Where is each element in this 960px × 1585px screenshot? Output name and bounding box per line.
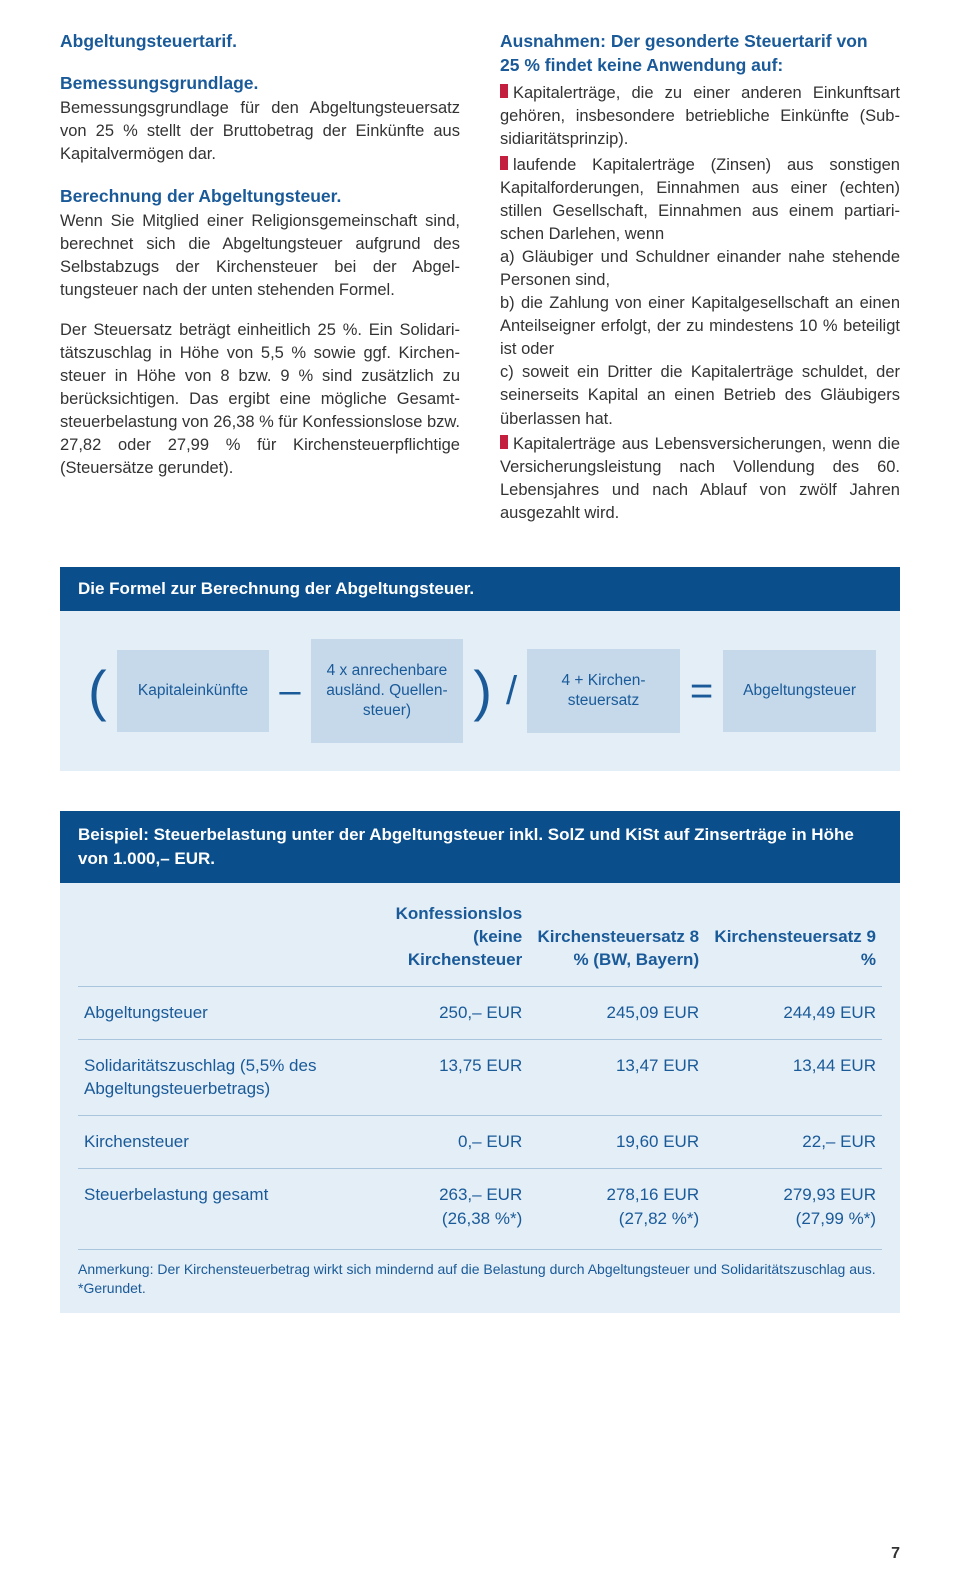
term-abgeltungsteuer: Abgeltungsteuer — [723, 650, 876, 732]
row-label-abgeltung: Abgeltungsteuer — [78, 986, 351, 1039]
cell: 245,09 EUR — [528, 986, 705, 1039]
bullet-2: laufende Kapitalerträge (Zinsen) aus son… — [500, 152, 900, 431]
right-column: Ausnahmen: Der gesonderte Steuertarif vo… — [500, 30, 900, 525]
cell-pct: (27,99 %*) — [796, 1209, 876, 1228]
heading-ausnahmen-l1: Ausnahmen: Der gesonderte Steuertarif vo… — [500, 31, 868, 51]
heading-berechnung: Berechnung der Abgeltungsteuer. — [60, 185, 460, 209]
term-kirchensteuersatz: 4 + Kirchen­steuersatz — [527, 649, 680, 733]
example-table: Konfessionslos (keine Kirchensteuer Kirc… — [78, 883, 882, 1245]
cell-val: 263,– EUR — [439, 1185, 522, 1204]
paren-close-icon: ) — [469, 663, 496, 719]
minus-icon: – — [275, 672, 304, 710]
cell-val: 279,93 EUR — [783, 1185, 876, 1204]
bullet-3-text: Kapitalerträge aus Lebensversicherungen,… — [500, 435, 900, 522]
table-row: Kirchensteuer 0,– EUR 19,60 EUR 22,– EUR — [78, 1116, 882, 1169]
table-row: Solidaritätszuschlag (5,5% des Abgeltung… — [78, 1039, 882, 1116]
page-number: 7 — [891, 1545, 900, 1563]
bullet-2-c: c) soweit ein Dritter die Kapitalerträge… — [500, 363, 900, 427]
cell: 244,49 EUR — [705, 986, 882, 1039]
formula-body: ( Kapitaleinkünfte – 4 x anrechenbare au… — [60, 611, 900, 771]
bullet-1: Kapitalerträge, die zu einer anderen Ein… — [500, 80, 900, 151]
table-row: Steuerbelastung gesamt 263,– EUR (26,38 … — [78, 1169, 882, 1245]
bullet-icon — [500, 435, 508, 449]
term-kapitaleinkuenfte: Kapitaleinkünfte — [117, 650, 270, 732]
example-title: Beispiel: Steuerbelastung unter der Abge… — [60, 811, 900, 883]
cell: 22,– EUR — [705, 1116, 882, 1169]
cell: 278,16 EUR (27,82 %*) — [528, 1169, 705, 1245]
bullet-2-b: b) die Zahlung von einer Kapitalgesellsc… — [500, 294, 900, 358]
th-konfessionslos: Konfessionslos (keine Kirchensteuer — [351, 883, 528, 986]
heading-ausnahmen-l2: 25 % findet keine Anwendung auf: — [500, 55, 783, 75]
para-berechnung-2: Der Steuersatz beträgt einheitlich 25 %.… — [60, 319, 460, 481]
equals-icon: = — [686, 671, 717, 711]
cell: 279,93 EUR (27,99 %*) — [705, 1169, 882, 1245]
paren-open-icon: ( — [84, 663, 111, 719]
left-column: Abgeltungsteuertarif. Bemessungsgrundlag… — [60, 30, 460, 525]
cell-pct: (27,82 %*) — [619, 1209, 699, 1228]
row-label-gesamt: Steuerbelastung gesamt — [78, 1169, 351, 1245]
cell: 13,44 EUR — [705, 1039, 882, 1116]
table-header-row: Konfessionslos (keine Kirchensteuer Kirc… — [78, 883, 882, 986]
bullet-icon — [500, 84, 508, 98]
para-berechnung-1: Wenn Sie Mitglied einer Religionsgemeins… — [60, 210, 460, 302]
cell: 13,75 EUR — [351, 1039, 528, 1116]
document-page: Abgeltungsteuertarif. Bemessungsgrundlag… — [0, 0, 960, 1373]
example-body: Konfessionslos (keine Kirchensteuer Kirc… — [60, 883, 900, 1313]
row-label-kist: Kirchensteuer — [78, 1116, 351, 1169]
formula-title: Die Formel zur Berechnung der Abgeltungs… — [60, 567, 900, 611]
th-kist-8: Kirchensteuersatz 8 % (BW, Bayern) — [528, 883, 705, 986]
heading-tarif: Abgeltungsteuertarif. — [60, 30, 460, 54]
para-bemessung: Bemessungsgrundlage für den Abgeltungste… — [60, 97, 460, 166]
bullet-2-intro: laufende Kapitalerträge (Zinsen) aus son… — [500, 156, 900, 243]
table-row: Abgeltungsteuer 250,– EUR 245,09 EUR 244… — [78, 986, 882, 1039]
cell-pct: (26,38 %*) — [442, 1209, 522, 1228]
heading-ausnahmen: Ausnahmen: Der gesonderte Steuertarif vo… — [500, 30, 900, 77]
cell: 250,– EUR — [351, 986, 528, 1039]
example-footnote: Anmerkung: Der Kirchensteuerbetrag wirkt… — [78, 1249, 882, 1299]
bullet-1-text: Kapitalerträge, die zu einer anderen Ein… — [500, 84, 900, 148]
formula-panel: Die Formel zur Berechnung der Abgeltungs… — [60, 567, 900, 771]
divide-icon: / — [502, 671, 521, 711]
cell: 13,47 EUR — [528, 1039, 705, 1116]
example-panel: Beispiel: Steuerbelastung unter der Abge… — [60, 811, 900, 1312]
cell: 263,– EUR (26,38 %*) — [351, 1169, 528, 1245]
cell-val: 278,16 EUR — [606, 1185, 699, 1204]
bullet-3: Kapitalerträge aus Lebensversicherungen,… — [500, 431, 900, 525]
cell: 19,60 EUR — [528, 1116, 705, 1169]
bullet-2-a: a) Gläubiger und Schuldner einander nahe… — [500, 248, 900, 289]
term-quellensteuer: 4 x anrechenbare ausländ. Quellen­steuer… — [311, 639, 464, 743]
th-kist-9: Kirchensteuersatz 9 % — [705, 883, 882, 986]
two-column-text: Abgeltungsteuertarif. Bemessungsgrundlag… — [60, 30, 900, 525]
row-label-soli: Solidaritätszuschlag (5,5% des Abgeltung… — [78, 1039, 351, 1116]
bullet-icon — [500, 156, 508, 170]
th-blank — [78, 883, 351, 986]
heading-bemessung: Bemessungsgrundlage. — [60, 72, 460, 96]
cell: 0,– EUR — [351, 1116, 528, 1169]
